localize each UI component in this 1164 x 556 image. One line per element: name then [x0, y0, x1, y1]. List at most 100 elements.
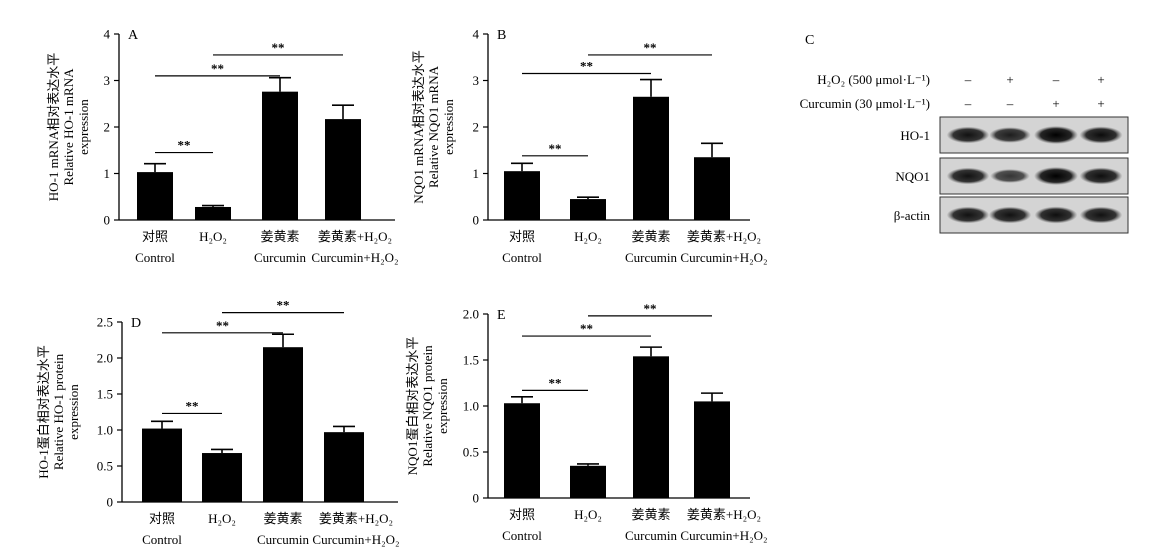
category-label-en: Curcumin: [257, 532, 309, 547]
category-label-en: Curcumin+H₂O₂: [312, 532, 399, 547]
category-label-zh: H₂O₂: [574, 507, 602, 522]
bar: [324, 432, 364, 502]
condition-sign: +: [1097, 96, 1104, 111]
category-label-zh: 姜黄素+H₂O₂: [319, 511, 393, 526]
condition-sign: –: [1006, 96, 1014, 111]
significance-label: **: [186, 398, 199, 413]
category-label-en: Curcumin: [625, 528, 677, 543]
category-label-en: Curcumin+H₂O₂: [680, 528, 767, 543]
condition-label: H₂O₂ (500 μmol·L⁻¹): [817, 72, 930, 87]
condition-sign: +: [1006, 72, 1013, 87]
panel-label: D: [131, 316, 141, 331]
bar: [504, 403, 540, 498]
category-label-en: Curcumin+H₂O₂: [680, 250, 767, 265]
y-axis-title-line: NQO1 mRNA相对表达水平: [411, 50, 426, 203]
bar: [570, 199, 606, 220]
y-tick-label: 4: [473, 27, 480, 42]
panel-e-chart: E 0 0.5 1.0 1.5 2.0 NQO1蛋白相对表达水平 Relative NQO1 …: [405, 301, 768, 543]
bar: [262, 91, 298, 220]
y-tick-label: 0.5: [97, 459, 113, 474]
y-axis-title-line: Relative HO-1 protein: [51, 353, 66, 470]
y-tick-label: 1: [104, 166, 111, 181]
y-tick-label: 1.5: [463, 353, 479, 368]
blot-band: [946, 167, 990, 185]
blot-band: [946, 126, 990, 144]
panel-d-chart: D 0 0.5 1.0 1.5 2.0 2.5 HO-1蛋白相对表达水平 Relative HO…: [36, 298, 400, 547]
bar: [263, 347, 303, 502]
blot-band: [989, 127, 1031, 143]
y-tick-label: 4: [104, 27, 111, 42]
y-tick-label: 2: [473, 120, 480, 135]
category-label-en: Curcumin: [254, 250, 306, 265]
blot-band: [988, 206, 1032, 224]
y-tick-label: 1: [473, 166, 480, 181]
blot-band: [1034, 206, 1078, 224]
bar: [504, 171, 540, 220]
blot-row-label: β-actin: [894, 208, 931, 223]
condition-sign: +: [1097, 72, 1104, 87]
y-tick-label: 2: [104, 120, 111, 135]
category-label-zh: 姜黄素: [631, 229, 670, 244]
y-axis-title-line: NQO1蛋白相对表达水平: [405, 337, 420, 476]
panel-label: E: [497, 308, 506, 323]
category-label-zh: 姜黄素+H₂O₂: [687, 507, 761, 522]
y-axis-title-line: Relative HO-1 mRNA: [61, 68, 76, 186]
bar: [142, 428, 182, 502]
category-label-zh: 姜黄素: [263, 511, 302, 526]
condition-label: Curcumin (30 μmol·L⁻¹): [800, 96, 930, 111]
y-axis-title-line: expression: [441, 99, 456, 155]
bar: [633, 356, 669, 498]
bar: [325, 119, 361, 220]
category-label-zh: 姜黄素: [631, 507, 670, 522]
y-tick-label: 1.0: [97, 423, 113, 438]
category-label-zh: 对照: [149, 511, 175, 526]
condition-sign: +: [1052, 96, 1059, 111]
significance-label: **: [549, 375, 562, 390]
category-label-zh: 姜黄素+H₂O₂: [318, 229, 392, 244]
y-tick-label: 1.0: [463, 399, 479, 414]
category-label-en: Control: [502, 250, 542, 265]
category-label-zh: H₂O₂: [208, 511, 236, 526]
y-tick-label: 2.5: [97, 315, 113, 330]
blot-band: [1079, 126, 1123, 144]
condition-sign: –: [964, 72, 972, 87]
significance-label: **: [580, 321, 593, 336]
bar: [694, 401, 730, 498]
blot-band: [1034, 126, 1078, 144]
category-label-zh: H₂O₂: [199, 229, 227, 244]
y-axis-title-line: HO-1蛋白相对表达水平: [36, 345, 51, 479]
y-axis-title-line: HO-1 mRNA相对表达水平: [46, 53, 61, 201]
significance-label: **: [580, 59, 593, 74]
blot-band: [990, 169, 1030, 183]
y-axis-title-line: expression: [66, 384, 81, 440]
blot-row-label: NQO1: [895, 169, 930, 184]
y-axis-title-line: expression: [435, 378, 450, 434]
y-tick-label: 3: [104, 73, 111, 88]
blot-band: [1034, 167, 1078, 185]
panel-label: B: [497, 28, 506, 43]
significance-label: **: [277, 298, 290, 313]
significance-label: **: [216, 318, 229, 333]
panel-label: A: [128, 28, 139, 43]
category-label-zh: H₂O₂: [574, 229, 602, 244]
y-tick-label: 0: [107, 495, 114, 510]
category-label-en: Control: [502, 528, 542, 543]
y-tick-label: 0.5: [463, 445, 479, 460]
y-tick-label: 0: [473, 491, 480, 506]
bar: [195, 206, 231, 220]
bar: [633, 96, 669, 220]
significance-label: **: [644, 301, 657, 316]
category-label-zh: 姜黄素+H₂O₂: [687, 229, 761, 244]
bar: [694, 157, 730, 220]
blot-band: [1079, 206, 1123, 224]
panel-b-chart: B 0 1 2 3 4 NQO1 mRNA相对表达水平 Relative NQO1 mRNA e…: [411, 27, 768, 266]
y-tick-label: 1.5: [97, 387, 113, 402]
y-axis-title-line: expression: [76, 99, 91, 155]
blot-band: [946, 206, 990, 224]
condition-sign: –: [964, 96, 972, 111]
category-label-en: Control: [142, 532, 182, 547]
significance-label: **: [644, 40, 657, 55]
bar: [137, 172, 173, 220]
y-tick-label: 3: [473, 73, 480, 88]
blot-row-label: HO-1: [900, 128, 930, 143]
